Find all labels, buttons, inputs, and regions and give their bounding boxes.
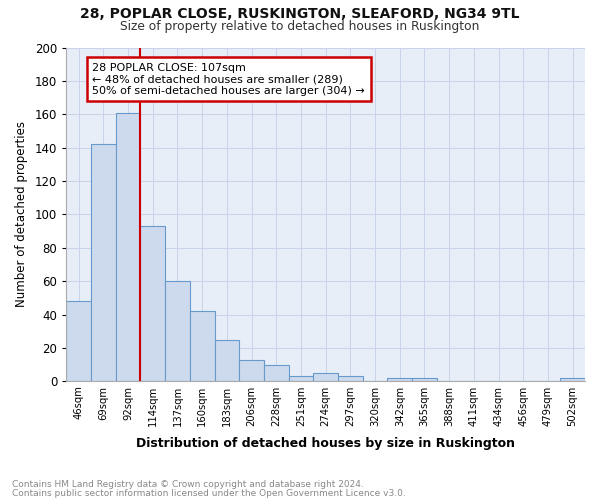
Bar: [190, 311, 215, 382]
Bar: [264, 364, 289, 382]
Bar: [67, 301, 91, 382]
Bar: [289, 376, 313, 382]
Bar: [91, 144, 116, 382]
Bar: [140, 226, 165, 382]
Bar: [560, 378, 585, 382]
Bar: [338, 376, 363, 382]
Text: 28, POPLAR CLOSE, RUSKINGTON, SLEAFORD, NG34 9TL: 28, POPLAR CLOSE, RUSKINGTON, SLEAFORD, …: [80, 8, 520, 22]
Bar: [412, 378, 437, 382]
Bar: [215, 340, 239, 382]
Text: 28 POPLAR CLOSE: 107sqm
← 48% of detached houses are smaller (289)
50% of semi-d: 28 POPLAR CLOSE: 107sqm ← 48% of detache…: [92, 62, 365, 96]
Y-axis label: Number of detached properties: Number of detached properties: [15, 122, 28, 308]
Text: Size of property relative to detached houses in Ruskington: Size of property relative to detached ho…: [121, 20, 479, 33]
X-axis label: Distribution of detached houses by size in Ruskington: Distribution of detached houses by size …: [136, 437, 515, 450]
Bar: [165, 281, 190, 382]
Text: Contains HM Land Registry data © Crown copyright and database right 2024.: Contains HM Land Registry data © Crown c…: [12, 480, 364, 489]
Bar: [239, 360, 264, 382]
Bar: [388, 378, 412, 382]
Text: Contains public sector information licensed under the Open Government Licence v3: Contains public sector information licen…: [12, 488, 406, 498]
Bar: [313, 373, 338, 382]
Bar: [116, 112, 140, 382]
